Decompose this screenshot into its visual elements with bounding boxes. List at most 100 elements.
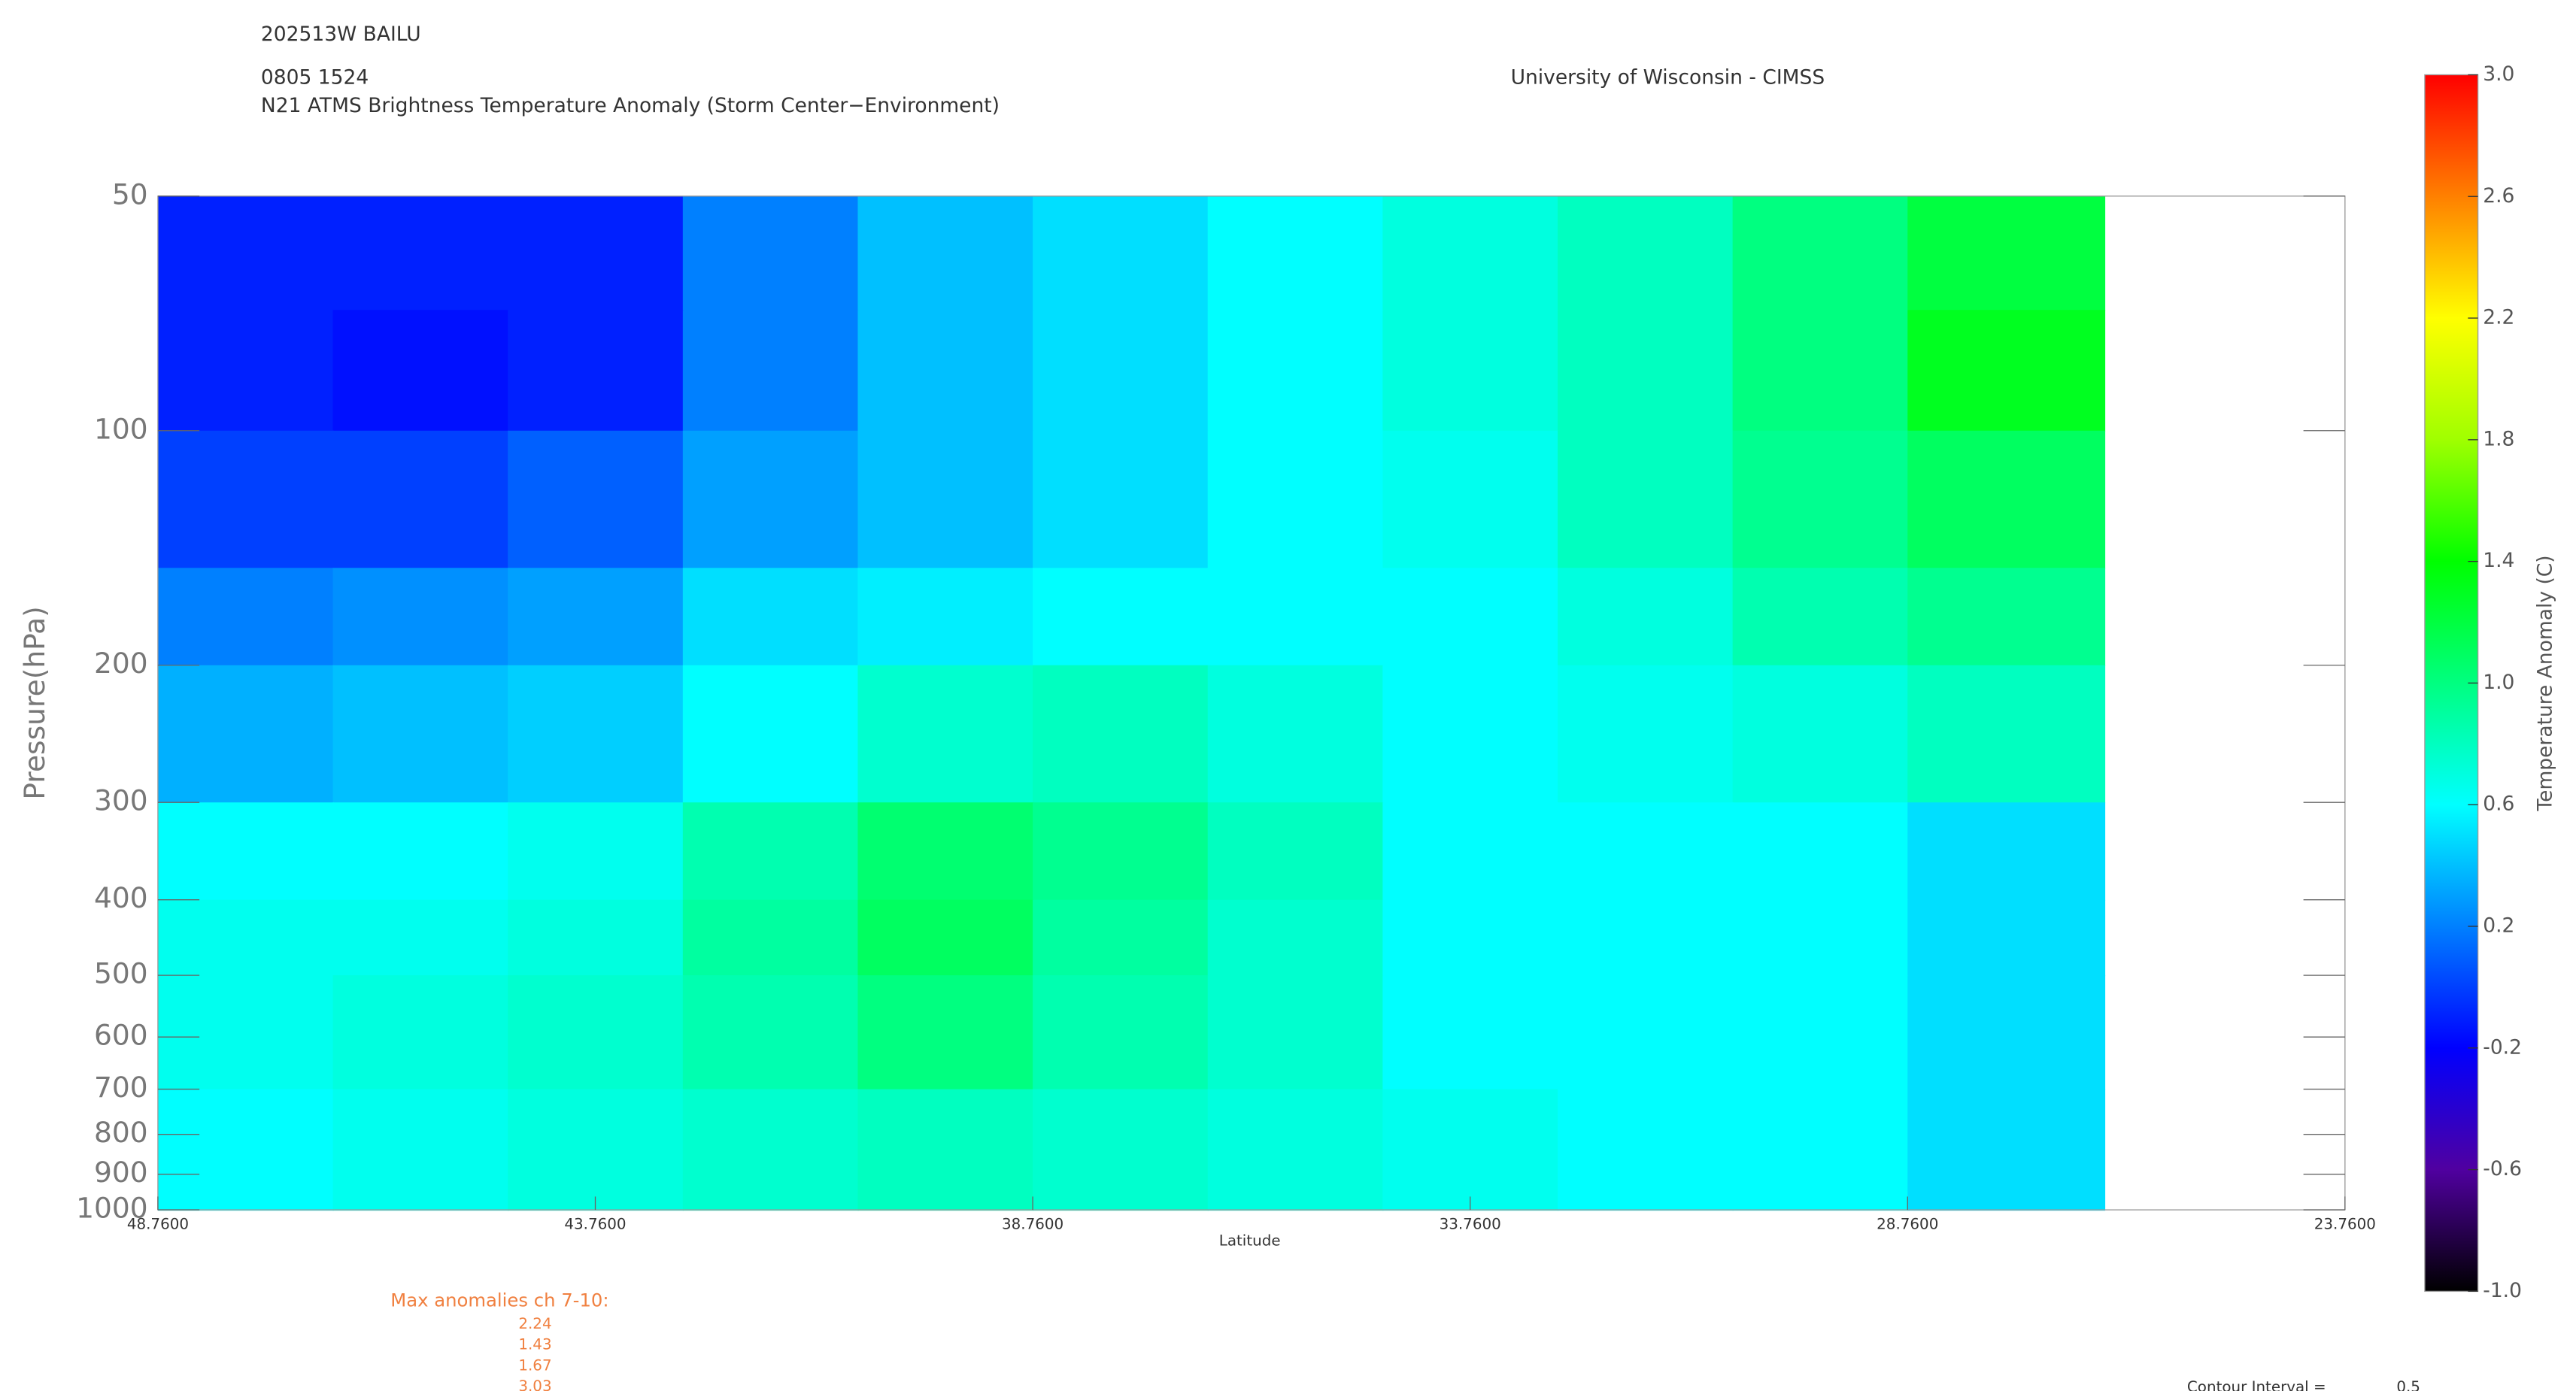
heat-cell <box>1732 802 1909 901</box>
heat-cell <box>682 568 859 666</box>
heat-cell <box>1907 568 2106 666</box>
heat-cell <box>1033 195 1209 311</box>
max-anomaly-value: 2.24 <box>518 1315 551 1332</box>
heat-cell <box>1557 1089 1734 1211</box>
heat-cell <box>1557 568 1734 666</box>
heat-cell <box>1907 975 2106 1090</box>
heat-cell <box>332 899 509 977</box>
heat-cell <box>1732 975 1909 1090</box>
heat-cell <box>1557 802 1734 901</box>
heat-cell <box>157 802 334 901</box>
heat-cell <box>157 665 334 804</box>
x-tick-label: 43.7600 <box>564 1215 626 1232</box>
heat-cell <box>1033 802 1209 901</box>
x-tick-label: 23.7600 <box>2314 1215 2376 1232</box>
colorbar-tick-label: 0.6 <box>2483 792 2514 816</box>
heat-cell <box>1382 430 1559 569</box>
heat-cell <box>682 310 859 432</box>
heat-cell <box>1033 568 1209 666</box>
heat-cell <box>508 665 684 804</box>
heat-cell <box>1907 430 2106 569</box>
heat-cell <box>1732 899 1909 977</box>
max-anomaly-value: 1.43 <box>518 1336 551 1353</box>
y-tick-label: 800 <box>94 1116 148 1149</box>
plot-frame <box>157 195 2346 1211</box>
heat-cell <box>1557 665 1734 804</box>
heat-cell <box>1207 665 1384 804</box>
heat-cell <box>1207 1089 1384 1211</box>
heat-cell <box>1907 665 2106 804</box>
heat-cell <box>1907 899 2106 977</box>
y-axis-label: Pressure(hPa) <box>18 606 51 799</box>
source: University of Wisconsin - CIMSS <box>1511 65 1825 89</box>
max-anomalies-label: Max anomalies ch 7-10: <box>390 1289 608 1311</box>
heat-cell <box>157 195 334 311</box>
heat-cell <box>1907 1089 2106 1211</box>
heat-cell <box>1907 802 2106 901</box>
heat-cell <box>1732 665 1909 804</box>
heat-cell <box>682 665 859 804</box>
heat-cell <box>857 310 1034 432</box>
heat-cell <box>332 310 509 432</box>
contour-interval-label: Contour Interval = <box>2187 1378 2326 1391</box>
heat-cell <box>332 1089 509 1211</box>
x-tick-label: 28.7600 <box>1877 1215 1938 1232</box>
heat-cell <box>332 568 509 666</box>
y-tick-label: 400 <box>94 881 148 914</box>
heat-cell <box>157 568 334 666</box>
colorbar-tick-label: -0.6 <box>2483 1157 2522 1180</box>
heat-cell <box>1207 802 1384 901</box>
heat-cell <box>1033 1089 1209 1211</box>
heat-cell <box>857 802 1034 901</box>
storm-time: 0805 1524 <box>261 65 369 89</box>
heat-cell <box>857 195 1034 311</box>
heat-cell <box>508 899 684 977</box>
heat-cell <box>1732 568 1909 666</box>
heat-cell <box>857 975 1034 1090</box>
colorbar-tick-label: -1.0 <box>2483 1279 2522 1302</box>
storm-name: 202513W BAILU <box>261 23 421 46</box>
heat-cell <box>1033 310 1209 432</box>
heat-cell <box>682 899 859 977</box>
heat-cell <box>1732 195 1909 311</box>
y-tick-label: 50 <box>112 177 148 211</box>
heat-cell <box>1557 430 1734 569</box>
heat-cell <box>1907 310 2106 432</box>
heat-cell <box>1382 568 1559 666</box>
heat-cell <box>1382 975 1559 1090</box>
heat-cell <box>1207 310 1384 432</box>
heat-cell <box>857 1089 1034 1211</box>
y-tick-label: 500 <box>94 957 148 990</box>
heat-cell <box>1382 195 1559 311</box>
colorbar-tick-label: 0.2 <box>2483 914 2514 938</box>
heat-cell <box>1207 975 1384 1090</box>
heat-cell <box>157 430 334 569</box>
max-anomaly-value: 1.67 <box>518 1356 551 1374</box>
heat-cell <box>508 430 684 569</box>
heat-cell <box>682 195 859 311</box>
heat-cell <box>682 975 859 1090</box>
heat-cell <box>332 195 509 311</box>
heat-cell <box>332 430 509 569</box>
heat-cell <box>157 975 334 1090</box>
heat-cell <box>508 568 684 666</box>
heat-cell <box>332 665 509 804</box>
y-tick-label: 700 <box>94 1071 148 1104</box>
heat-cell <box>508 310 684 432</box>
chart-title: N21 ATMS Brightness Temperature Anomaly … <box>261 94 1000 117</box>
y-tick-label: 900 <box>94 1156 148 1189</box>
x-tick-label: 38.7600 <box>1002 1215 1063 1232</box>
y-tick-label: 200 <box>94 647 148 680</box>
heat-cell <box>1382 802 1559 901</box>
heat-cell <box>157 1089 334 1211</box>
heat-cell <box>1207 430 1384 569</box>
y-tick-label: 100 <box>94 412 148 445</box>
contour-interval-value: 0.5 <box>2396 1378 2420 1391</box>
y-tick-label: 600 <box>94 1019 148 1052</box>
y-tick-label: 1000 <box>76 1192 148 1225</box>
heat-cell <box>1033 430 1209 569</box>
heat-cell <box>1557 975 1734 1090</box>
colorbar-label: Temperature Anomaly (C) <box>2534 555 2557 811</box>
